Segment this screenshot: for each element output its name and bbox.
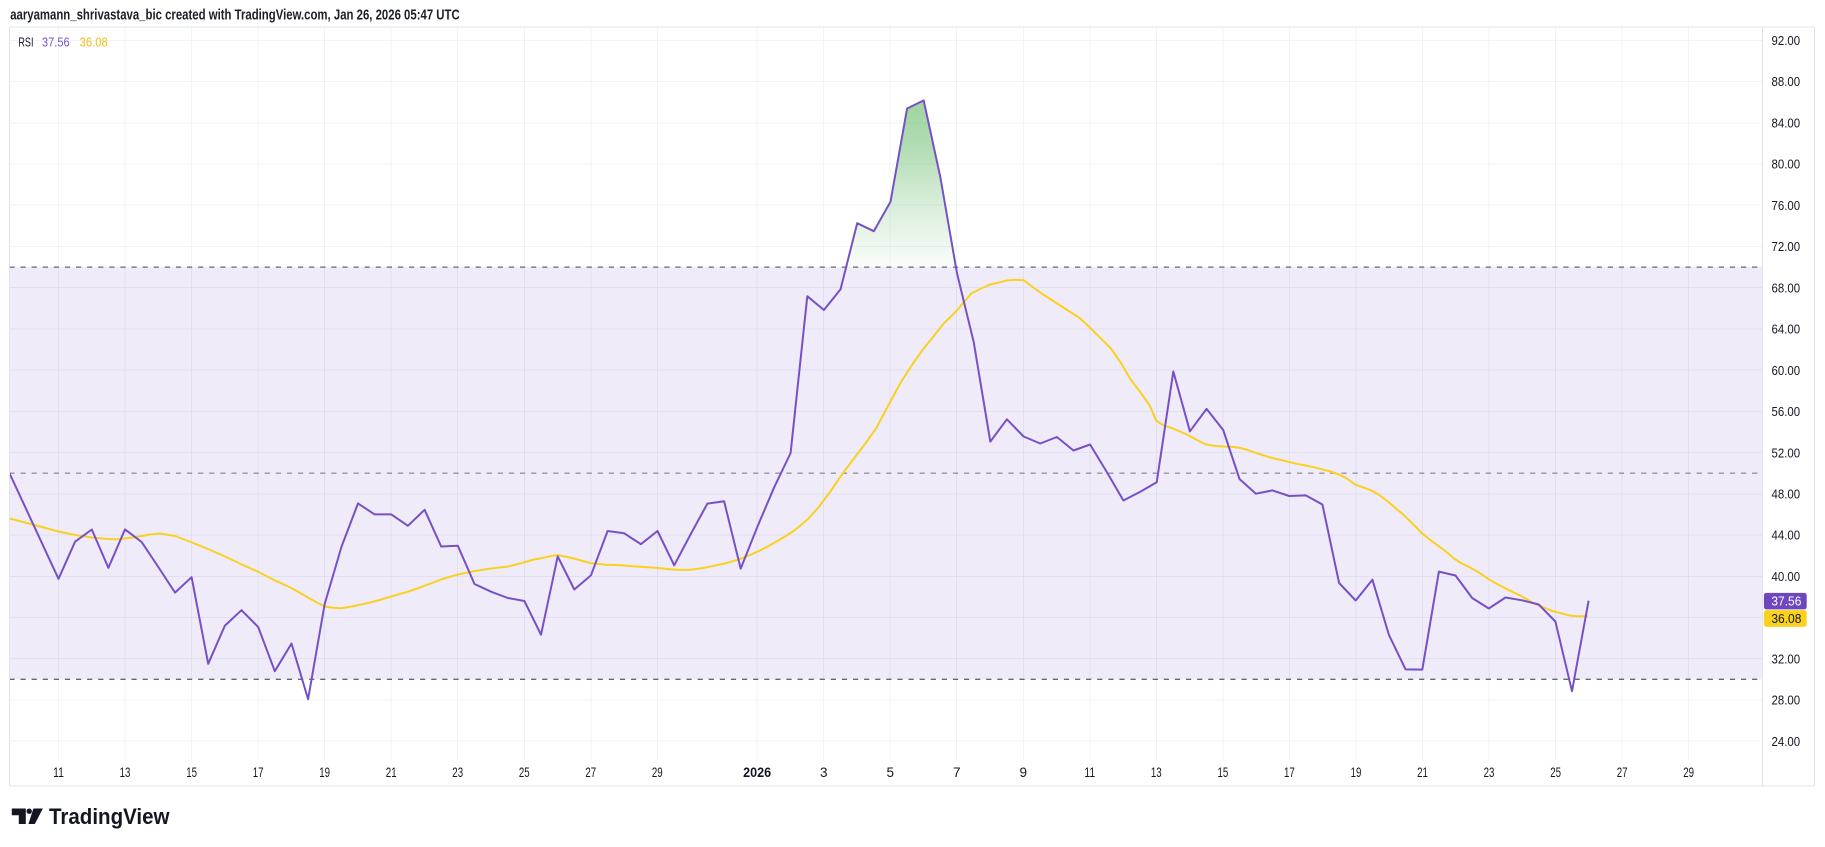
svg-text:9: 9 xyxy=(1020,765,1028,780)
svg-text:64.00: 64.00 xyxy=(1772,322,1801,337)
svg-text:13: 13 xyxy=(1151,765,1162,780)
svg-text:27: 27 xyxy=(1617,765,1628,780)
svg-text:21: 21 xyxy=(1417,765,1428,780)
svg-text:52.00: 52.00 xyxy=(1772,445,1801,460)
svg-text:76.00: 76.00 xyxy=(1772,198,1801,213)
svg-text:48.00: 48.00 xyxy=(1772,487,1801,502)
svg-text:11: 11 xyxy=(1084,765,1095,780)
svg-text:32.00: 32.00 xyxy=(1772,651,1801,666)
svg-text:5: 5 xyxy=(886,765,894,780)
svg-text:27: 27 xyxy=(585,765,596,780)
svg-text:92.00: 92.00 xyxy=(1772,33,1801,48)
svg-text:36.08: 36.08 xyxy=(1771,611,1801,626)
svg-text:28.00: 28.00 xyxy=(1772,693,1801,708)
svg-text:11: 11 xyxy=(53,765,64,780)
svg-text:23: 23 xyxy=(1484,765,1495,780)
svg-text:88.00: 88.00 xyxy=(1772,74,1801,89)
svg-text:23: 23 xyxy=(452,765,463,780)
svg-text:44.00: 44.00 xyxy=(1772,528,1801,543)
svg-text:2026: 2026 xyxy=(743,765,771,780)
svg-text:29: 29 xyxy=(652,765,663,780)
svg-text:7: 7 xyxy=(953,765,961,780)
svg-text:19: 19 xyxy=(1351,765,1362,780)
svg-text:37.56: 37.56 xyxy=(42,34,70,49)
svg-text:24.00: 24.00 xyxy=(1772,734,1801,749)
svg-text:68.00: 68.00 xyxy=(1772,280,1801,295)
svg-text:80.00: 80.00 xyxy=(1772,157,1801,172)
svg-text:17: 17 xyxy=(1284,765,1295,780)
svg-text:72.00: 72.00 xyxy=(1772,239,1801,254)
svg-text:84.00: 84.00 xyxy=(1772,116,1801,131)
svg-text:15: 15 xyxy=(1218,765,1229,780)
svg-text:25: 25 xyxy=(1550,765,1561,780)
svg-text:37.56: 37.56 xyxy=(1771,594,1801,609)
svg-text:56.00: 56.00 xyxy=(1772,404,1801,419)
svg-text:3: 3 xyxy=(820,765,828,780)
svg-text:60.00: 60.00 xyxy=(1772,363,1801,378)
svg-text:15: 15 xyxy=(186,765,197,780)
svg-text:13: 13 xyxy=(120,765,131,780)
svg-text:aaryamann_shrivastava_bic crea: aaryamann_shrivastava_bic created with T… xyxy=(10,6,460,23)
svg-text:RSI: RSI xyxy=(18,34,33,49)
svg-text:25: 25 xyxy=(519,765,530,780)
svg-text:TradingView: TradingView xyxy=(49,804,170,829)
svg-text:29: 29 xyxy=(1683,765,1694,780)
svg-text:17: 17 xyxy=(253,765,264,780)
svg-text:19: 19 xyxy=(319,765,330,780)
svg-text:40.00: 40.00 xyxy=(1772,569,1801,584)
svg-text:36.08: 36.08 xyxy=(80,34,108,49)
svg-text:21: 21 xyxy=(386,765,397,780)
